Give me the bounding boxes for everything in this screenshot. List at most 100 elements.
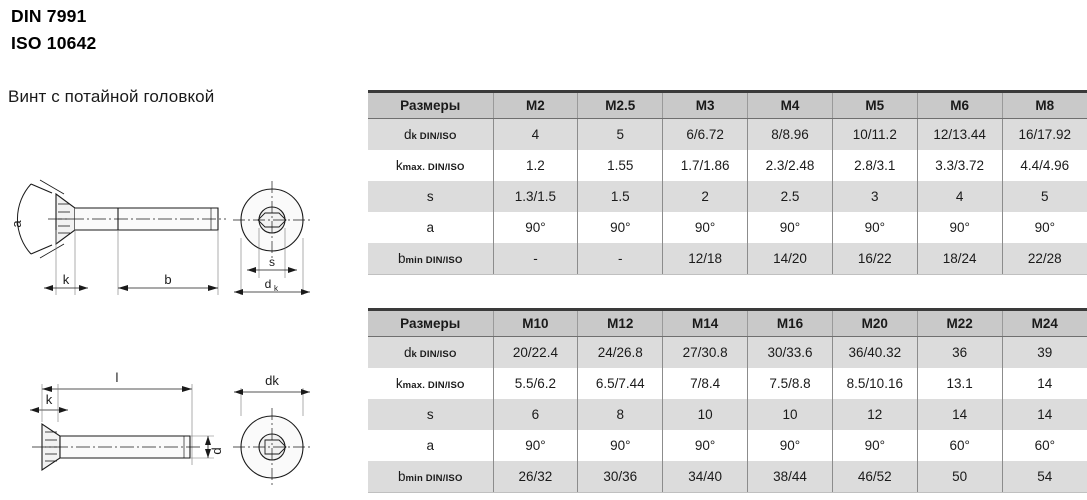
spec-table-large-sizes: Размеры M10 M12 M14 M16 M20 M22 M24 dk D… bbox=[368, 308, 1087, 493]
drawing-label-dk: d bbox=[265, 277, 272, 291]
drawing-label-length: l bbox=[116, 370, 119, 385]
cell: 90° bbox=[1001, 212, 1087, 243]
cell: 90° bbox=[916, 212, 1003, 243]
cell: 39 bbox=[1001, 336, 1087, 368]
drawing-label-angle: a bbox=[9, 220, 24, 228]
cell: 12/18 bbox=[662, 243, 748, 275]
cell: 16/22 bbox=[831, 243, 918, 275]
cell: 8.5/10.16 bbox=[831, 368, 918, 399]
table-row: bmin DIN/ISO 26/32 30/36 34/40 38/44 46/… bbox=[368, 461, 1087, 493]
cell: 90° bbox=[747, 430, 833, 461]
cell: 90° bbox=[831, 430, 918, 461]
cell: 14 bbox=[1001, 368, 1087, 399]
cell: 22/28 bbox=[1001, 243, 1087, 275]
drawing-label-s: s bbox=[269, 255, 275, 269]
column-header-m12: M12 bbox=[577, 308, 663, 337]
cell: 6 bbox=[492, 399, 578, 430]
cell: 2.5 bbox=[747, 181, 833, 212]
column-header-m20: M20 bbox=[831, 308, 918, 337]
table-row: kmax. DIN/ISO 5.5/6.2 6.5/7.44 7/8.4 7.5… bbox=[368, 368, 1087, 399]
cell: 16/17.92 bbox=[1001, 118, 1087, 150]
cell: 2.3/2.48 bbox=[747, 150, 833, 181]
cell: 90° bbox=[577, 430, 663, 461]
cell: 12 bbox=[831, 399, 918, 430]
row-label-kmax: kmax. DIN/ISO bbox=[368, 150, 494, 181]
row-label-a: a bbox=[368, 430, 494, 461]
cell: 4 bbox=[916, 181, 1003, 212]
cell: 3 bbox=[831, 181, 918, 212]
cell: 18/24 bbox=[916, 243, 1003, 275]
cell: 38/44 bbox=[747, 461, 833, 493]
drawing-label-k: k bbox=[63, 272, 70, 287]
cell: 14 bbox=[1001, 399, 1087, 430]
cell: 20/22.4 bbox=[492, 336, 578, 368]
cell: 4.4/4.96 bbox=[1001, 150, 1087, 181]
cell: 1.5 bbox=[577, 181, 663, 212]
table-header-row: Размеры M2 M2.5 M3 M4 M5 M6 M8 bbox=[368, 90, 1087, 119]
cell: 36 bbox=[916, 336, 1003, 368]
column-header-m2-5: M2.5 bbox=[577, 90, 663, 119]
cell: 3.3/3.72 bbox=[916, 150, 1003, 181]
cell: 50 bbox=[916, 461, 1003, 493]
cell: 30/36 bbox=[577, 461, 663, 493]
cell: 34/40 bbox=[662, 461, 748, 493]
left-info-panel: DIN 7991 ISO 10642 Винт с потайной голов… bbox=[0, 0, 368, 500]
cell: 10/11.2 bbox=[831, 118, 918, 150]
cell: 4 bbox=[492, 118, 578, 150]
row-label-a: a bbox=[368, 212, 494, 243]
column-header-m2: M2 bbox=[492, 90, 578, 119]
cell: 2.8/3.1 bbox=[831, 150, 918, 181]
row-label-dk: dk DIN/ISO bbox=[368, 118, 494, 150]
cell: 1.55 bbox=[577, 150, 663, 181]
drawing-label-dk-sub: k bbox=[274, 284, 279, 293]
column-header-dimension: Размеры bbox=[368, 90, 494, 119]
table-row: a 90° 90° 90° 90° 90° 90° 90° bbox=[368, 212, 1087, 243]
cell: - bbox=[577, 243, 663, 275]
cell: 60° bbox=[916, 430, 1003, 461]
table-row: dk DIN/ISO 4 5 6/6.72 8/8.96 10/11.2 12/… bbox=[368, 118, 1087, 150]
cell: 60° bbox=[1001, 430, 1087, 461]
drawing-label-d: d bbox=[209, 447, 224, 454]
table-row: bmin DIN/ISO - - 12/18 14/20 16/22 18/24… bbox=[368, 243, 1087, 275]
cell: 10 bbox=[662, 399, 748, 430]
column-header-m22: M22 bbox=[916, 308, 1003, 337]
cell: 90° bbox=[747, 212, 833, 243]
cell: 8 bbox=[577, 399, 663, 430]
row-label-s: s bbox=[368, 399, 494, 430]
column-header-m10: M10 bbox=[492, 308, 578, 337]
row-label-s: s bbox=[368, 181, 494, 212]
row-label-dk: dk DIN/ISO bbox=[368, 336, 494, 368]
cell: 8/8.96 bbox=[747, 118, 833, 150]
cell: 12/13.44 bbox=[916, 118, 1003, 150]
cell: 36/40.32 bbox=[831, 336, 918, 368]
cell: 90° bbox=[662, 430, 748, 461]
cell: 10 bbox=[747, 399, 833, 430]
cell: 90° bbox=[492, 212, 578, 243]
cell: 1.2 bbox=[492, 150, 578, 181]
table-header-row: Размеры M10 M12 M14 M16 M20 M22 M24 bbox=[368, 308, 1087, 337]
drawing-label-dk2: dk bbox=[265, 373, 279, 388]
drawing-label-b: b bbox=[164, 272, 171, 287]
cell: - bbox=[492, 243, 578, 275]
cell: 30/33.6 bbox=[747, 336, 833, 368]
cell: 27/30.8 bbox=[662, 336, 748, 368]
table-row: kmax. DIN/ISO 1.2 1.55 1.7/1.86 2.3/2.48… bbox=[368, 150, 1087, 181]
cell: 5.5/6.2 bbox=[492, 368, 578, 399]
cell: 7/8.4 bbox=[662, 368, 748, 399]
standard-din-title: DIN 7991 bbox=[11, 6, 87, 26]
cell: 46/52 bbox=[831, 461, 918, 493]
column-header-dimension: Размеры bbox=[368, 308, 494, 337]
table-row: s 1.3/1.5 1.5 2 2.5 3 4 5 bbox=[368, 181, 1087, 212]
column-header-m8: M8 bbox=[1001, 90, 1087, 119]
cell: 54 bbox=[1001, 461, 1087, 493]
row-label-kmax: kmax. DIN/ISO bbox=[368, 368, 494, 399]
column-header-m14: M14 bbox=[662, 308, 748, 337]
cell: 13.1 bbox=[916, 368, 1003, 399]
cell: 2 bbox=[662, 181, 748, 212]
cell: 90° bbox=[662, 212, 748, 243]
countersunk-screw-length-view-drawing: l k d dk bbox=[0, 352, 330, 500]
column-header-m6: M6 bbox=[916, 90, 1003, 119]
column-header-m3: M3 bbox=[662, 90, 748, 119]
drawing-label-k2: k bbox=[46, 392, 53, 407]
table-row: dk DIN/ISO 20/22.4 24/26.8 27/30.8 30/33… bbox=[368, 336, 1087, 368]
